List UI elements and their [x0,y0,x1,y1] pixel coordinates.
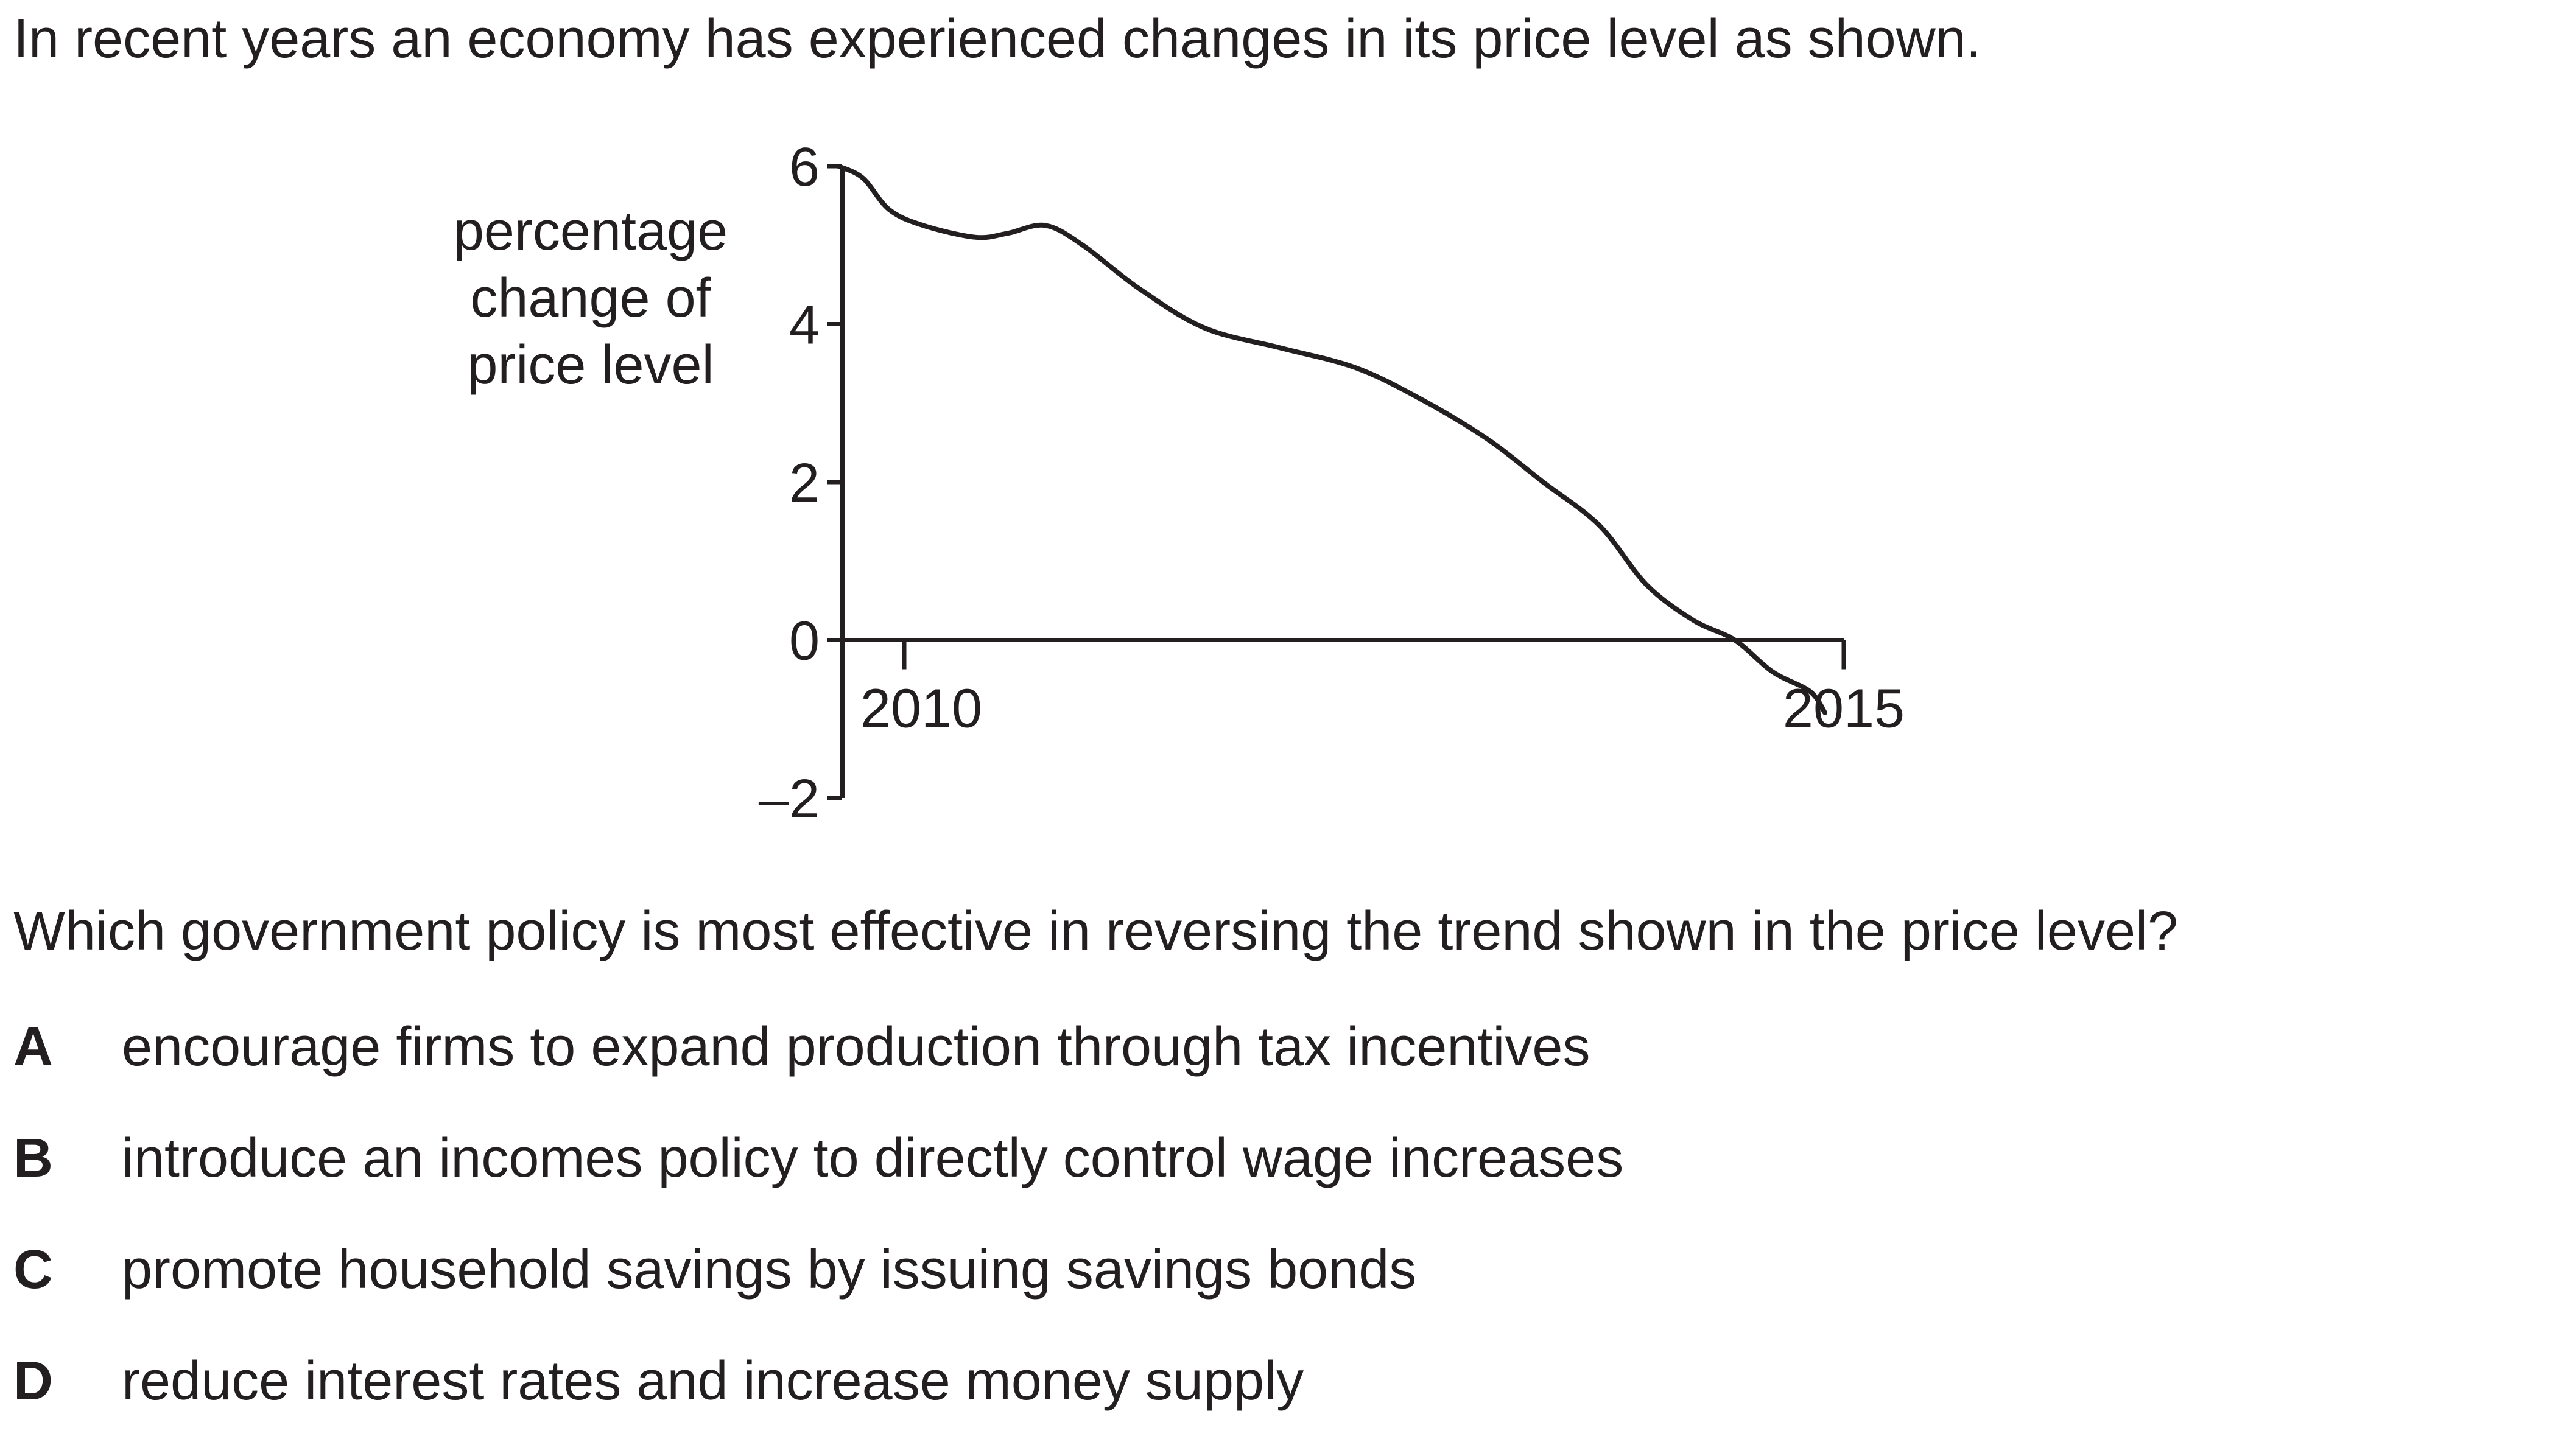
option-b-letter: B [13,1128,53,1189]
option-d[interactable]: D reduce interest rates and increase mon… [13,1345,1623,1456]
option-d-letter: D [13,1351,53,1412]
y-tick-label: 2 [789,453,820,514]
option-c-letter: C [13,1239,53,1300]
option-c[interactable]: C promote household savings by issuing s… [13,1233,1623,1345]
question-text: Which government policy is most effectiv… [13,901,2179,962]
answer-options: A encourage firms to expand production t… [13,1010,1623,1456]
y-tick-label: –2 [759,769,820,830]
option-b-text: introduce an incomes policy to directly … [122,1128,1624,1189]
y-axis-ticks: 6 4 2 0 –2 [759,137,842,830]
option-a-text: encourage firms to expand production thr… [122,1017,1590,1077]
y-tick-label: 4 [789,295,820,356]
price-level-line [836,164,1828,715]
y-axis-label-line-3: price level [467,335,714,396]
option-c-text: promote household savings by issuing sav… [122,1239,1417,1300]
x-tick-label: 2010 [860,679,982,740]
y-axis-label-line-2: change of [470,268,711,329]
option-a[interactable]: A encourage firms to expand production t… [13,1010,1623,1122]
y-axis-label-line-1: percentage [454,201,728,262]
price-level-chart: percentage change of price level 6420–2 … [454,137,1905,830]
intro-text: In recent years an economy has experienc… [13,9,1981,69]
option-d-text: reduce interest rates and increase money… [122,1351,1304,1412]
option-b[interactable]: B introduce an incomes policy to directl… [13,1122,1623,1233]
y-tick-label: 0 [789,611,820,672]
chart-axes [840,166,1844,798]
option-a-letter: A [13,1017,53,1077]
x-axis-ticks: 2010 2015 [860,640,1905,740]
y-tick-label: 6 [789,137,820,198]
chart-series [836,164,1828,715]
